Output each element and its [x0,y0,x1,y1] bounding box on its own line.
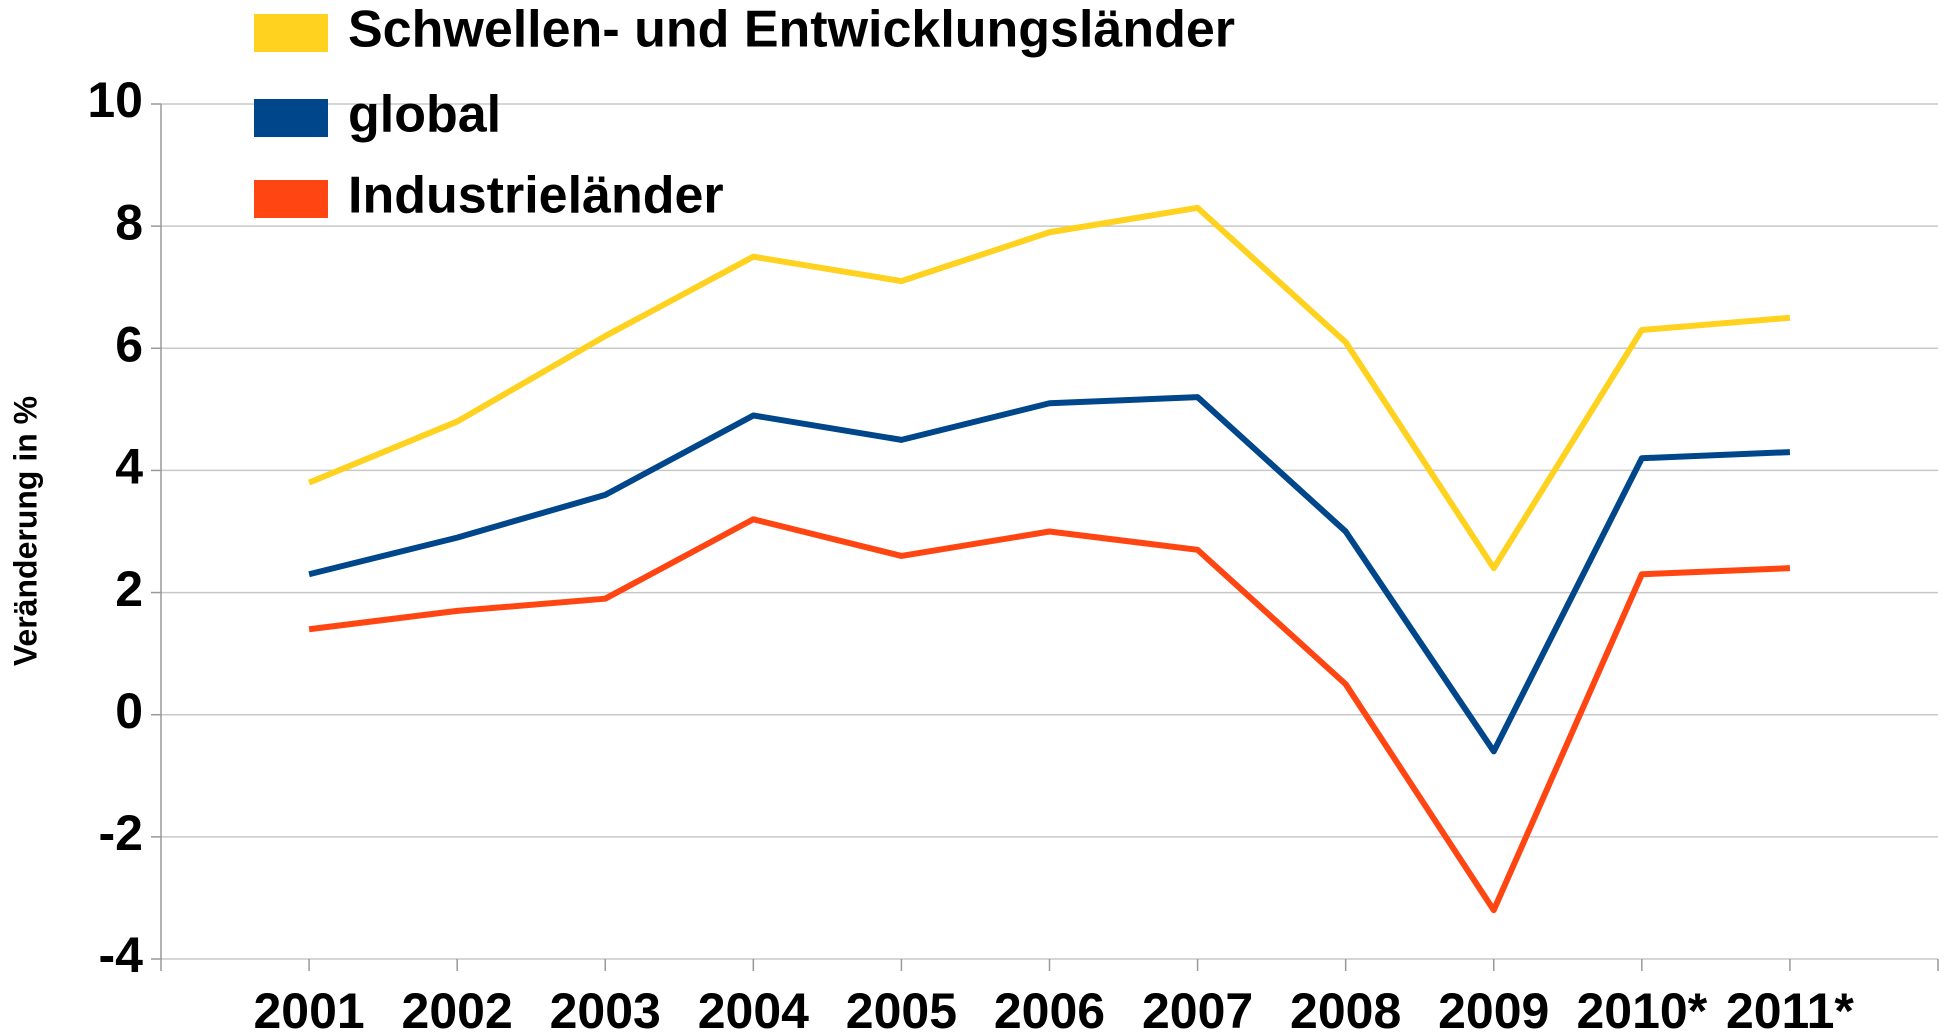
x-tick-label: 2007 [1142,983,1253,1036]
y-tick-label: 6 [115,316,143,372]
legend-label: Schwellen- und Entwicklungsländer [348,1,1235,59]
x-tick-label: 2009 [1438,983,1549,1036]
x-tick-label: 2003 [550,983,661,1036]
x-tick-label: 2004 [698,983,809,1036]
x-tick-label: 2005 [846,983,957,1036]
legend-swatch [254,99,328,137]
y-tick-label: 2 [115,561,143,617]
y-tick-label: 10 [87,72,143,128]
x-tick-label: 2010* [1576,983,1707,1036]
y-axis-label: Veränderung in % [7,396,43,666]
x-tick-label: 2001 [253,983,364,1036]
y-tick-label: -4 [99,927,144,983]
y-tick-label: 0 [115,683,143,739]
y-tick-label: 4 [115,439,143,495]
series-line [308,516,1791,914]
series-line [307,204,1791,572]
x-tick-label: 2008 [1290,983,1401,1036]
legend-swatch [254,14,328,52]
legend-swatch [254,180,328,218]
y-tick-label: 8 [115,194,143,250]
legend-label: global [348,86,501,144]
x-tick-label: 2002 [402,983,513,1036]
y-tick-label: -2 [99,805,143,861]
legend-label: Industrieländer [348,167,724,225]
series-line [308,394,1791,755]
x-tick-label: 2011* [1726,983,1854,1036]
x-tick-label: 2006 [994,983,1105,1036]
